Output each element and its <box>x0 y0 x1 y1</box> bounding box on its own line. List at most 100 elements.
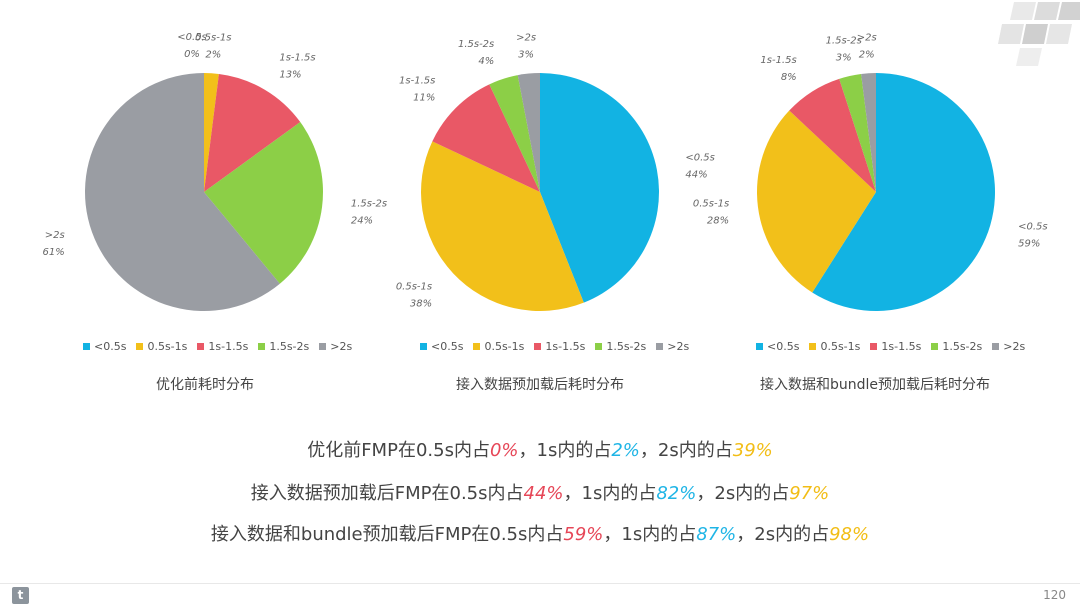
footer-divider <box>0 583 1080 584</box>
summary-line-2: 接入数据预加载后FMP在0.5s内占44%，1s内的占82%，2s内的占97% <box>0 479 1080 505</box>
pie-2-slice-15-2 <box>489 75 540 192</box>
pie-2-slice-05-1 <box>421 141 584 311</box>
legend-swatch <box>809 343 817 350</box>
pie-2-slice-gt2 <box>517 73 540 192</box>
legend-swatch <box>136 343 144 350</box>
legend-item-05-1: 0.5s-1s <box>809 340 860 353</box>
legend-chart-1: <0.5s 0.5s-1s 1s-1.5s 1.5s-2s >2s <box>83 340 352 353</box>
pie-3-value-label: 2% <box>859 49 875 60</box>
legend-label: <0.5s <box>94 340 127 353</box>
summary-text: ，1s内的占 <box>518 440 612 461</box>
pie-2-value-label: 38% <box>410 298 432 309</box>
legend-item-15-2: 1.5s-2s <box>931 340 982 353</box>
legend-item-1-15: 1s-1.5s <box>197 340 248 353</box>
pie-1-value-label: 0% <box>184 49 200 60</box>
legend-swatch <box>756 343 763 350</box>
pie-1-category-label: 1s-1.5s <box>279 53 315 64</box>
pie-3-category-label: 1s-1.5s <box>760 55 796 66</box>
legend-swatch <box>473 343 481 350</box>
legend-label: 1s-1.5s <box>881 340 922 353</box>
pie-1-value-label: 2% <box>205 49 221 60</box>
pie-1-slice-gt2 <box>85 73 280 311</box>
legend-label: >2s <box>667 340 690 353</box>
legend-swatch <box>656 343 664 350</box>
pie-3-slice-15-2 <box>839 73 876 192</box>
legend-item-gt2: >2s <box>992 340 1025 353</box>
pie-3-category-label: <0.5s <box>1018 221 1048 232</box>
pie-3-slice-1-15 <box>789 78 876 192</box>
pie-1-value-label: 24% <box>351 216 373 227</box>
summary-text: ，1s内的占 <box>563 483 657 504</box>
pie-1-slice-1-15 <box>204 73 301 192</box>
legend-item-1-15: 1s-1.5s <box>870 340 921 353</box>
summary-value-1s: 82% <box>656 483 697 504</box>
legend-label: <0.5s <box>431 340 464 353</box>
legend-item-lt05: <0.5s <box>83 340 126 353</box>
summary-text: 接入数据预加载后FMP在0.5s内占 <box>250 483 524 504</box>
legend-swatch <box>420 343 427 350</box>
pie-2-slice-1-15 <box>432 84 540 192</box>
pie-1-category-label: 0.5s-1s <box>195 32 231 43</box>
pie-charts-area: <0.5s 0% 0.5s-1s 2% 1s-1.5s 13% 1.5s-2s 24% >2s 6… <box>43 32 1048 311</box>
legend-item-05-1: 0.5s-1s <box>136 340 187 353</box>
legend-label: 1s-1.5s <box>545 340 586 353</box>
pie-3-category-label: >2s <box>857 32 877 43</box>
summary-value-1s: 2% <box>611 440 640 461</box>
legend-item-15-2: 1.5s-2s <box>595 340 646 353</box>
summary-text: 优化前FMP在0.5s内占 <box>307 440 490 461</box>
pie-1-value-label: 61% <box>43 247 65 258</box>
legend-label: >2s <box>330 340 353 353</box>
pie-2-slice-lt05 <box>540 73 660 303</box>
pie-1-category-label: <0.5s <box>177 32 207 43</box>
legend-item-gt2: >2s <box>319 340 352 353</box>
legend-swatch <box>197 343 205 350</box>
pie-3-slice-05-1 <box>757 110 876 293</box>
legend-swatch <box>595 343 603 350</box>
summary-text: 接入数据和bundle预加载后FMP在0.5s内占 <box>210 524 564 545</box>
pie-2-value-label: 4% <box>478 56 494 67</box>
chart-3-title: 接入数据和bundle预加载后耗时分布 <box>759 377 991 393</box>
pie-3-slice-gt2 <box>861 73 876 192</box>
pie-3-value-label: 28% <box>707 216 729 227</box>
summary-value-2s: 39% <box>732 440 773 461</box>
logo-icon: t <box>12 587 29 604</box>
legend-label: >2s <box>1003 340 1026 353</box>
legend-swatch <box>534 343 542 350</box>
summary-text: ，2s内的占 <box>736 524 830 545</box>
summary-text: ，1s内的占 <box>603 524 697 545</box>
legend-label: 1.5s-2s <box>606 340 647 353</box>
pie-2-value-label: 44% <box>685 169 707 180</box>
pie-3-category-label: 1.5s-2s <box>826 36 862 47</box>
pie-3-value-label: 59% <box>1018 238 1040 249</box>
pie-2-category-label: 1.5s-2s <box>458 39 494 50</box>
summary-value-05s: 0% <box>489 440 519 461</box>
pie-3-slice-lt05 <box>812 73 995 311</box>
page-number: 120 <box>1043 588 1066 602</box>
pie-3-value-label: 8% <box>781 72 797 83</box>
summary-line-1: 优化前FMP在0.5s内占0%，1s内的占2%，2s内的占39% <box>0 436 1080 462</box>
corner-decoration <box>998 2 1080 66</box>
chart-2-title: 接入数据预加载后耗时分布 <box>456 377 624 393</box>
legend-label: 1s-1.5s <box>208 340 249 353</box>
summary-value-05s: 59% <box>563 524 604 545</box>
pie-3-category-label: 0.5s-1s <box>693 199 729 210</box>
summary-value-2s: 98% <box>829 524 870 545</box>
legend-label: 0.5s-1s <box>820 340 861 353</box>
pie-2-category-label: 0.5s-1s <box>396 281 432 292</box>
legend-swatch <box>992 343 1000 350</box>
legend-swatch <box>931 343 939 350</box>
summary-text: ，2s内的占 <box>696 483 790 504</box>
pie-2-value-label: 3% <box>518 50 534 61</box>
legend-item-lt05: <0.5s <box>420 340 463 353</box>
legend-label: 0.5s-1s <box>147 340 188 353</box>
pie-1-slice-05-1 <box>204 73 219 192</box>
legend-item-1-15: 1s-1.5s <box>534 340 585 353</box>
pie-1-category-label: >2s <box>45 230 65 241</box>
pie-3-value-label: 3% <box>836 53 852 64</box>
legend-swatch <box>83 343 90 350</box>
legend-swatch <box>319 343 327 350</box>
summary-text: ，2s内的占 <box>639 440 733 461</box>
legend-item-15-2: 1.5s-2s <box>258 340 309 353</box>
pie-2-category-label: <0.5s <box>685 152 715 163</box>
legend-item-05-1: 0.5s-1s <box>473 340 524 353</box>
